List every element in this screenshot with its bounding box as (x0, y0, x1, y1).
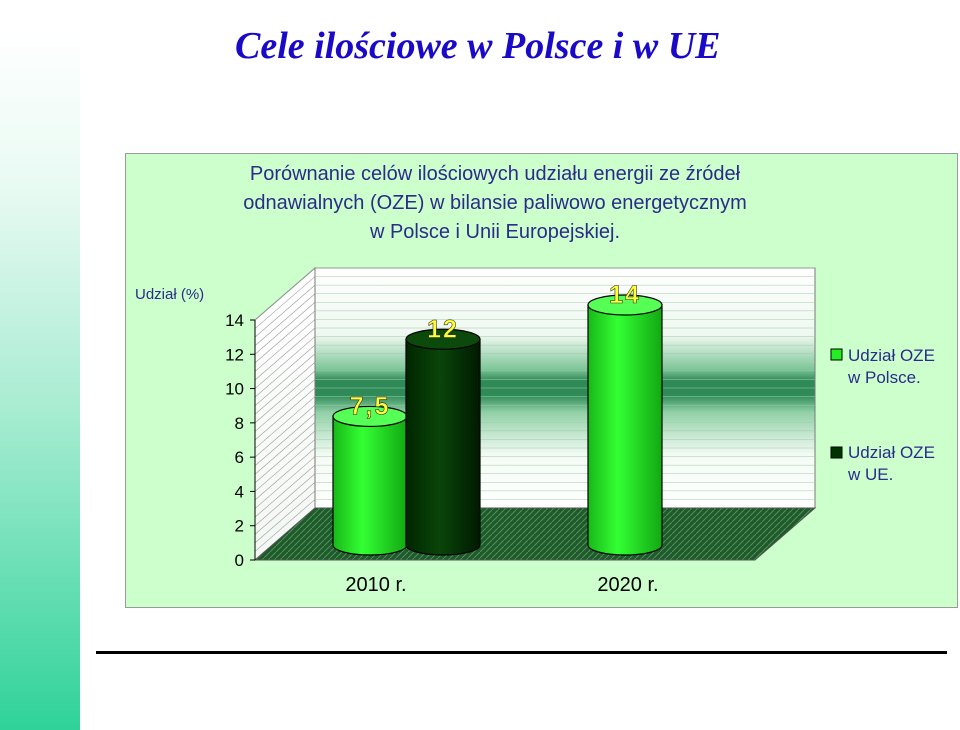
data-label-7,5: 7,5 (350, 392, 391, 420)
side-gridline (254, 370, 316, 424)
side-gridline (254, 439, 316, 492)
back-wall-gridlines (315, 267, 815, 509)
side-gridline (254, 490, 316, 544)
legend-swatch-eu (830, 446, 843, 459)
side-gridline (254, 404, 316, 458)
side-gridline (254, 362, 316, 415)
chart-title-line-3: w Polsce i Unii Europejskiej. (369, 221, 621, 243)
y-tick-label-0: 0 (235, 551, 244, 570)
side-gridline (254, 499, 316, 552)
legend-label-eu-line-2: w UE. (847, 465, 893, 484)
side-gridline (254, 284, 316, 338)
bars: 7,5 12 14 (332, 281, 663, 556)
side-gridline (254, 413, 316, 466)
legend-label-eu-line-1: Udział OZE (848, 443, 935, 462)
x-tick-label-2020: 2020 r. (597, 574, 658, 596)
y-axis-ticks: 0 2 4 6 8 10 12 14 (225, 311, 255, 570)
side-gridline (254, 387, 316, 441)
y-tick-label-12: 12 (225, 345, 244, 364)
side-gridline (254, 473, 316, 526)
bar-top (587, 294, 663, 316)
side-gridline (254, 482, 316, 535)
y-tick-label-4: 4 (235, 482, 244, 501)
side-gridline (254, 396, 316, 449)
side-gridline (254, 293, 316, 346)
side-gridline (254, 276, 316, 329)
slide-title: Cele ilościowe w Polsce i w UE (235, 25, 721, 67)
side-gridline (254, 319, 316, 372)
y-tick-label-10: 10 (225, 380, 244, 399)
side-gridline (254, 310, 316, 364)
side-gridline (254, 464, 316, 518)
side-gridline (254, 302, 316, 355)
side-gridline (254, 422, 316, 475)
bar-2010-eu: 12 (405, 315, 481, 556)
bottom-rule (96, 651, 947, 654)
side-gridline (254, 344, 316, 398)
data-label-14: 14 (609, 281, 641, 309)
chart-title-line-2: odnawialnych (OZE) w bilansie paliwowo e… (243, 192, 747, 214)
legend-label-poland: Udział OZE w Polsce. (847, 346, 940, 387)
side-gridline (254, 379, 316, 432)
side-gridline (254, 447, 316, 501)
data-label-12: 12 (427, 315, 459, 343)
legend-label-poland-line-2: w Polsce. (847, 368, 921, 387)
y-tick-label-8: 8 (235, 414, 244, 433)
y-tick-label-2: 2 (235, 517, 244, 536)
side-gridline (254, 267, 316, 321)
bar-top (405, 328, 481, 350)
side-gridline (254, 336, 316, 389)
y-axis-label: Udział (%) (135, 286, 204, 303)
side-gridline (254, 327, 316, 381)
y-tick-label-14: 14 (225, 311, 244, 330)
y-tick-label-6: 6 (235, 448, 244, 467)
legend-label-eu: Udział OZE w UE. (847, 443, 940, 484)
bar-2010-poland: 7,5 (332, 392, 408, 556)
side-gradient-strip (0, 30, 80, 730)
side-wall-lines (254, 267, 316, 561)
bar-2020-poland: 14 (587, 281, 663, 556)
chart-title-line-1: Porównanie celów ilościowych udziału ene… (249, 163, 741, 185)
bar-body (332, 415, 408, 556)
side-gridline (254, 430, 316, 484)
bar-body (587, 304, 663, 556)
legend-label-poland-line-1: Udział OZE (848, 346, 935, 365)
side-gridline (254, 456, 316, 509)
x-tick-label-2010: 2010 r. (345, 574, 406, 596)
legend-swatch-poland (830, 348, 843, 361)
bar-body (405, 338, 481, 556)
side-gridline (254, 353, 316, 406)
chart-title: Porównanie celów ilościowych udziału ene… (195, 160, 795, 247)
